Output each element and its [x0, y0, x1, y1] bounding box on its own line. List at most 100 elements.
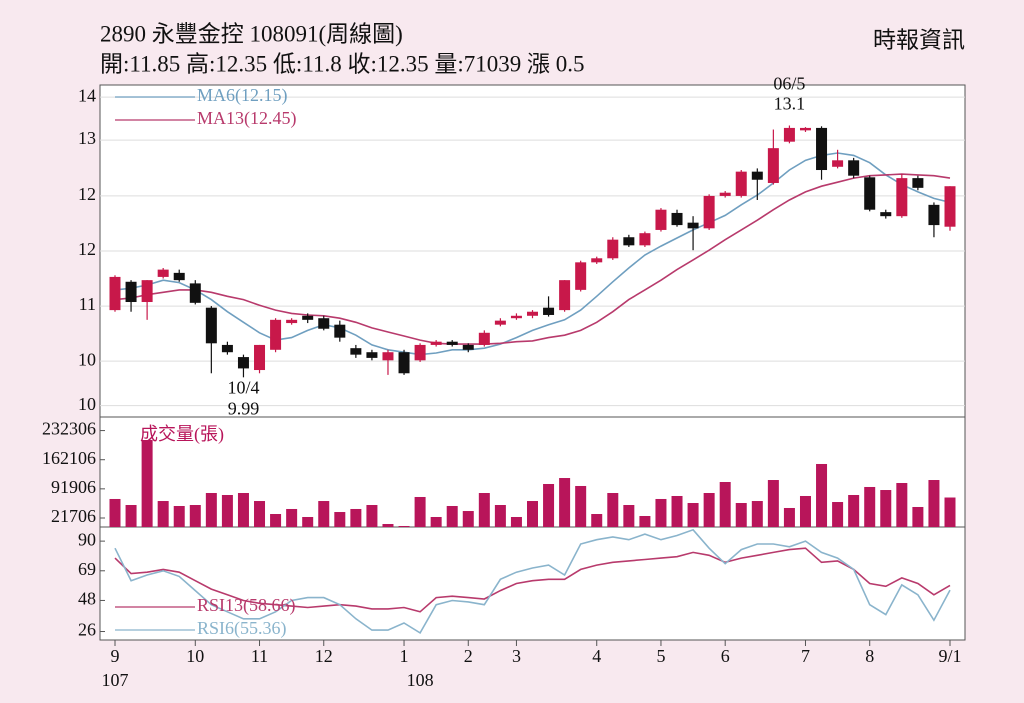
y-tick-label: 91906 — [51, 477, 96, 497]
volume-bar — [286, 508, 298, 527]
volume-bar — [157, 501, 169, 527]
y-tick-label: 13 — [78, 128, 96, 148]
candle-body — [366, 352, 378, 358]
candle-body — [559, 280, 571, 311]
annotation-value: 13.1 — [774, 94, 806, 114]
candle-body — [141, 280, 153, 303]
volume-bar — [816, 463, 828, 527]
candle-body — [655, 209, 667, 230]
x-year-label: 107 — [102, 670, 129, 690]
candle-body — [462, 344, 474, 350]
legend-label: RSI13(58.66) — [197, 595, 296, 616]
candle-body — [912, 178, 924, 188]
volume-bar — [575, 485, 587, 527]
x-tick-label: 12 — [315, 646, 333, 666]
x-tick-label: 3 — [512, 646, 521, 666]
candle-body — [575, 262, 587, 290]
volume-bar — [430, 516, 442, 527]
candle-body — [478, 332, 490, 345]
annotation-date: 10/4 — [227, 377, 259, 397]
candle-body — [799, 127, 811, 131]
volume-bar — [334, 512, 346, 527]
volume-bar — [671, 495, 683, 527]
source: 時報資訊 — [873, 27, 965, 52]
volume-bar — [189, 505, 201, 527]
x-tick-label: 8 — [865, 646, 874, 666]
candle-body — [510, 315, 522, 319]
candle-body — [125, 281, 137, 303]
line-series — [114, 547, 951, 613]
volume-bar — [719, 482, 731, 527]
candle-body — [430, 341, 442, 345]
y-tick-label: 11 — [79, 294, 96, 314]
candle-body — [623, 237, 635, 246]
x-tick-label: 6 — [721, 646, 730, 666]
volume-bar — [510, 516, 522, 527]
candle-body — [173, 272, 185, 281]
x-tick-label: 1 — [400, 646, 409, 666]
candle-body — [189, 283, 201, 303]
volume-bar — [462, 511, 474, 527]
annotation-date: 06/5 — [773, 74, 805, 94]
candle-body — [848, 160, 860, 176]
candle-body — [896, 178, 908, 217]
candle-body — [735, 171, 747, 196]
volume-bar — [398, 526, 410, 527]
volume-bar — [318, 501, 330, 527]
volume-bar — [543, 483, 555, 527]
candle-body — [703, 195, 715, 229]
volume-bar — [478, 493, 490, 527]
candle-body — [864, 177, 876, 210]
volume-bar — [783, 507, 795, 527]
x-tick-label: 2 — [464, 646, 473, 666]
candle-body — [382, 352, 394, 361]
line-series — [114, 152, 951, 356]
candle-body — [270, 319, 282, 350]
volume-bar — [366, 505, 378, 527]
volume-bar — [446, 505, 458, 527]
candle-body — [205, 307, 217, 344]
legend-label: RSI6(55.36) — [197, 618, 287, 639]
candle-body — [414, 344, 426, 361]
volume-bar — [848, 494, 860, 527]
volume-bar — [799, 495, 811, 527]
candle-body — [254, 344, 266, 371]
volume-bar — [623, 505, 635, 527]
volume-bar — [414, 496, 426, 527]
volume-bar — [928, 480, 940, 527]
volume-bar — [173, 505, 185, 527]
volume-bar — [494, 505, 506, 527]
candle-body — [237, 357, 249, 369]
panel-label: 成交量(張) — [140, 424, 224, 445]
y-tick-label: 232306 — [42, 419, 96, 439]
candle-body — [880, 212, 892, 217]
candle-body — [334, 324, 346, 338]
annotation-value: 9.99 — [228, 398, 260, 418]
y-tick-label: 69 — [78, 559, 96, 579]
volume-bar — [125, 505, 137, 527]
volume-bar — [751, 501, 763, 527]
candle-body — [832, 160, 844, 167]
x-tick-label: 10 — [186, 646, 204, 666]
candle-body — [157, 269, 169, 277]
volume-bar — [109, 498, 121, 527]
candle-body — [944, 186, 956, 227]
volume-bar — [302, 516, 314, 527]
volume-bar — [912, 506, 924, 527]
volume-bar — [270, 514, 282, 527]
candle-body — [527, 311, 538, 316]
x-tick-label: 11 — [251, 646, 268, 666]
volume-bar — [591, 514, 603, 527]
y-tick-label: 162106 — [42, 448, 96, 468]
candle-body — [671, 212, 683, 226]
volume-bar — [254, 501, 266, 527]
volume-bar — [944, 497, 956, 527]
line-series — [114, 528, 951, 635]
x-tick-label: 9/1 — [938, 646, 961, 666]
y-tick-label: 48 — [78, 589, 96, 609]
volume-bar — [655, 498, 667, 527]
candle-body — [398, 352, 410, 374]
y-tick-label: 21706 — [51, 506, 96, 526]
y-tick-label: 10 — [78, 394, 96, 414]
candle-body — [591, 258, 603, 263]
